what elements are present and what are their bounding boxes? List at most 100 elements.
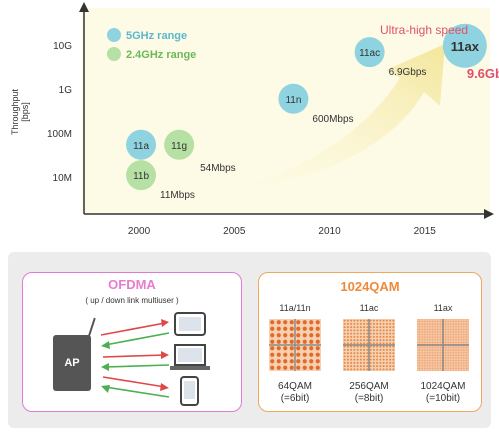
constellation-point [417, 328, 419, 331]
constellation-point [379, 352, 382, 355]
constellation-point [436, 320, 438, 323]
constellation-point [456, 367, 458, 370]
constellation-point [430, 367, 432, 370]
constellation-point [420, 340, 422, 342]
constellation-point [436, 359, 438, 362]
constellation-point [462, 330, 464, 332]
constellation-point [422, 340, 424, 342]
constellation-point [467, 327, 469, 329]
constellation-point [420, 341, 422, 344]
constellation-point [451, 333, 453, 336]
constellation-point [430, 361, 432, 363]
constellation-point [428, 320, 430, 323]
constellation-point [449, 319, 451, 321]
constellation-point [433, 328, 435, 331]
constellation-point [452, 327, 455, 329]
constellation-point [446, 369, 448, 371]
constellation-point [389, 361, 392, 364]
constellation-point [452, 332, 455, 334]
constellation-point [296, 365, 301, 370]
constellation-point [467, 367, 469, 370]
constellation-point [464, 338, 466, 340]
constellation-point [451, 335, 453, 337]
constellation-point [465, 327, 468, 329]
constellation-point [309, 352, 314, 357]
constellation-point [315, 359, 320, 364]
constellation-point [436, 351, 438, 353]
constellation-point [451, 320, 453, 323]
constellation-point [433, 350, 435, 352]
constellation-point [417, 327, 419, 329]
constellation-point [439, 367, 442, 370]
constellation-point [431, 322, 434, 324]
constellation-point [436, 361, 438, 363]
constellation-point [423, 319, 425, 321]
point-11n [278, 83, 309, 114]
constellation-point [376, 332, 379, 335]
constellation-point [462, 364, 464, 366]
constellation-point [430, 330, 432, 332]
constellation-point [428, 325, 430, 327]
constellation-point [448, 337, 450, 339]
constellation-point [417, 324, 419, 326]
constellation-point [315, 333, 320, 338]
constellation-point [457, 328, 460, 331]
constellation-point [420, 354, 422, 357]
constellation-point [356, 342, 359, 345]
constellation-point [451, 353, 453, 355]
constellation-point [385, 352, 388, 355]
constellation-point [464, 363, 466, 365]
constellation-point [423, 335, 425, 337]
constellation-point [418, 367, 421, 370]
constellation-point [438, 351, 440, 353]
constellation-point [382, 329, 385, 332]
constellation-point [433, 327, 435, 329]
constellation-point [350, 335, 353, 338]
constellation-point [454, 322, 456, 324]
constellation-point [439, 320, 442, 323]
constellation-point [359, 329, 362, 332]
constellation-point [343, 345, 346, 348]
constellation-point [444, 358, 447, 360]
constellation-point [430, 363, 432, 365]
constellation-point [363, 322, 366, 325]
constellation-point [420, 325, 422, 327]
constellation-point [389, 345, 392, 348]
constellation-point [464, 340, 466, 342]
constellation-point [464, 324, 466, 326]
constellation-point [462, 348, 464, 350]
constellation-point [439, 350, 442, 352]
constellation-point [459, 366, 461, 368]
constellation-point [372, 329, 375, 332]
constellation-point [392, 326, 395, 329]
constellation-point [296, 339, 301, 344]
constellation-point [446, 333, 448, 336]
constellation-point [465, 328, 468, 331]
constellation-point [438, 359, 440, 362]
constellation-point [449, 337, 451, 339]
constellation-point [435, 320, 437, 323]
constellation-point [448, 319, 450, 321]
constellation-point [389, 339, 392, 342]
constellation-point [430, 328, 432, 331]
constellation-point [433, 330, 435, 332]
constellation-point [436, 369, 438, 371]
constellation-point [465, 367, 468, 370]
constellation-point [464, 346, 466, 349]
constellation-point [296, 333, 301, 338]
constellation-point [376, 345, 379, 348]
constellation-point [385, 335, 388, 338]
constellation-point [379, 319, 382, 322]
constellation-point [436, 363, 438, 365]
constellation-point [467, 337, 469, 339]
constellation-point [418, 327, 421, 329]
constellation-point [346, 361, 349, 364]
constellation-point [418, 324, 421, 326]
constellation-point [423, 350, 425, 352]
constellation-point [435, 366, 437, 368]
constellation-point [276, 320, 281, 325]
constellation-point [454, 328, 456, 331]
constellation-point [379, 342, 382, 345]
constellation-point [433, 341, 435, 344]
constellation-point [452, 356, 455, 358]
